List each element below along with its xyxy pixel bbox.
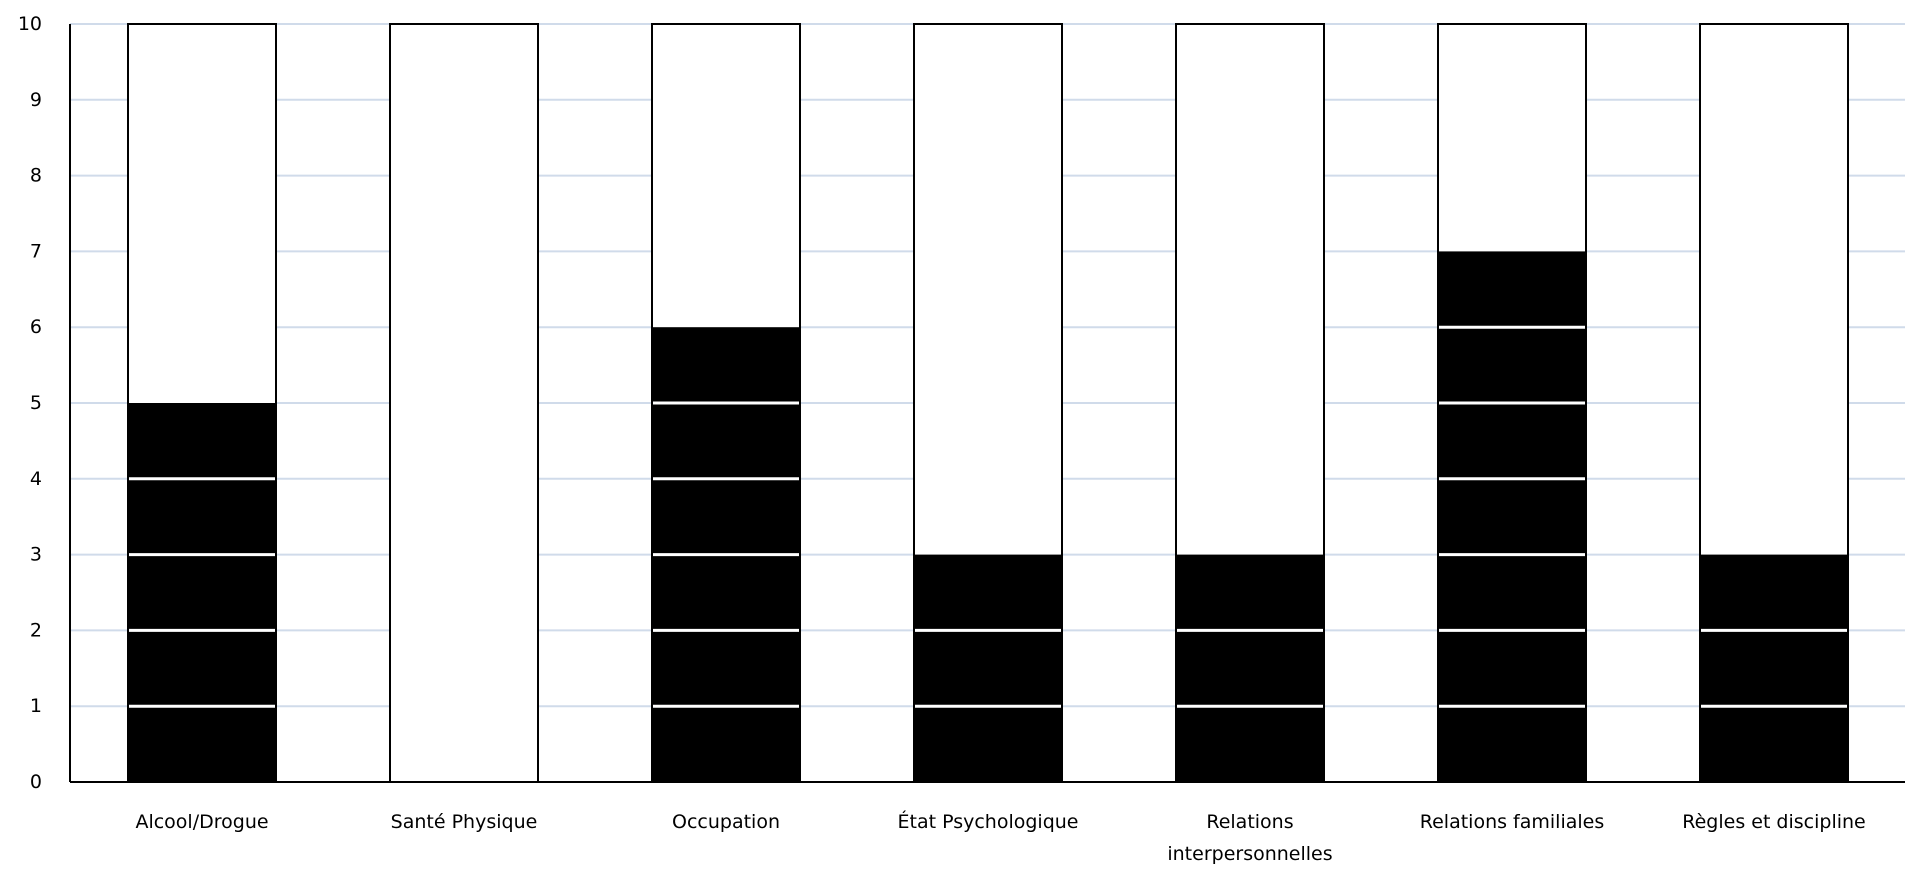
x-axis-tick-labels: Alcool/Drogue Santé Physique Occupation Éta…: [135, 810, 1865, 865]
x-tick-label: État Psychologique: [897, 810, 1078, 833]
bar-group: [1699, 23, 1849, 783]
y-tick-label: 1: [30, 695, 42, 717]
axes: [69, 24, 1905, 783]
x-tick-label: Santé Physique: [391, 811, 538, 833]
y-tick-label: 3: [30, 544, 42, 566]
bars: [127, 23, 1849, 783]
x-tick-label: Occupation: [672, 811, 780, 833]
bar-group: [389, 23, 539, 783]
x-tick-label: Relations familiales: [1420, 811, 1604, 833]
bar-group: [651, 23, 801, 783]
bar-group: [1437, 23, 1587, 783]
y-tick-label: 4: [30, 468, 42, 490]
y-tick-label: 5: [30, 392, 42, 414]
y-tick-label: 10: [18, 13, 42, 35]
bar: [1700, 554, 1848, 782]
bar-group: [1175, 23, 1325, 783]
bar: [128, 403, 276, 782]
bar-group: [127, 23, 277, 783]
x-tick-label: Alcool/Drogue: [135, 811, 268, 833]
y-tick-label: 2: [30, 619, 42, 641]
x-tick-label: interpersonnelles: [1167, 843, 1332, 865]
bar: [914, 554, 1062, 782]
y-tick-label: 8: [30, 165, 42, 187]
y-tick-label: 6: [30, 316, 42, 338]
y-axis-tick-labels: 0 1 2 3 4 5 6 7 8 9 10: [18, 13, 42, 793]
x-tick-label: Relations: [1206, 811, 1293, 833]
bar: [1176, 554, 1324, 782]
bar-outline: [389, 23, 539, 783]
bar-group: [913, 23, 1063, 783]
bar: [1438, 251, 1586, 782]
y-tick-label: 7: [30, 240, 42, 262]
y-tick-label: 0: [30, 771, 42, 793]
y-tick-label: 9: [30, 89, 42, 111]
x-tick-label: Règles et discipline: [1682, 811, 1866, 833]
